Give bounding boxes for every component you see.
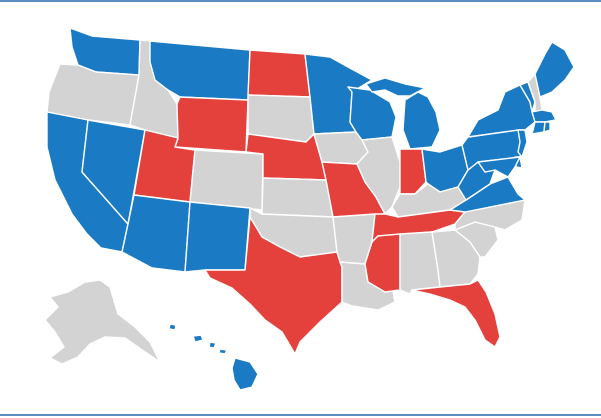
state-nj[interactable] <box>517 129 528 158</box>
state-tx[interactable] <box>204 216 343 355</box>
state-vt[interactable] <box>519 81 536 113</box>
state-in[interactable] <box>399 148 427 195</box>
state-hi[interactable] <box>168 323 259 391</box>
state-wy[interactable] <box>174 96 249 153</box>
state-ks[interactable] <box>261 177 334 218</box>
state-md[interactable] <box>477 156 521 178</box>
state-ri[interactable] <box>543 121 551 133</box>
state-ma[interactable] <box>531 109 557 123</box>
state-fl[interactable] <box>411 279 501 348</box>
state-co[interactable] <box>189 149 264 211</box>
state-nd[interactable] <box>247 49 311 98</box>
state-mi[interactable] <box>402 91 441 150</box>
state-me[interactable] <box>534 41 575 98</box>
state-ak[interactable] <box>44 279 161 365</box>
state-az[interactable] <box>121 194 191 273</box>
state-mi-up[interactable] <box>365 77 426 97</box>
state-nm[interactable] <box>184 201 251 273</box>
state-ct[interactable] <box>531 121 546 135</box>
